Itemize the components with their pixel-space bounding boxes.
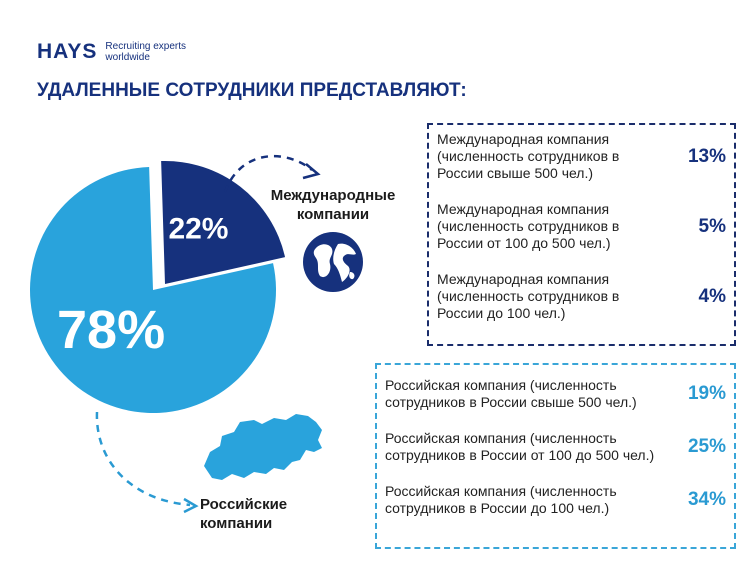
logo-tagline: Recruiting experts worldwide — [105, 41, 186, 63]
breakdown-category: Международная компания (численность сотр… — [437, 131, 620, 181]
breakdown-value: 5% — [698, 215, 726, 237]
ru-group-label: Российские компании — [200, 495, 318, 533]
breakdown-category: Российская компания (численность сотрудн… — [385, 483, 617, 516]
pie-data-label: 78% — [57, 300, 165, 360]
breakdown-category: Международная компания (численность сотр… — [437, 201, 620, 251]
breakdown-value: 4% — [698, 285, 726, 307]
hays-logo: HAYS Recruiting experts worldwide — [37, 40, 186, 64]
pie-slices — [29, 161, 286, 413]
ru-label-line-2: компании — [200, 515, 273, 532]
page-title: УДАЛЕННЫЕ СОТРУДНИКИ ПРЕДСТАВЛЯЮТ: — [37, 80, 467, 101]
breakdown-value: 13% — [687, 145, 726, 167]
breakdown-category: Международная компания (численность сотр… — [437, 271, 620, 321]
breakdown-row: Российская компания (численность сотрудн… — [385, 377, 726, 411]
dashed-arrow-icon — [95, 411, 199, 514]
intl-label-line-2: компании — [296, 206, 370, 223]
ru-breakdown-box: Российская компания (численность сотрудн… — [375, 363, 736, 549]
logo-tagline-line-1: Recruiting experts — [105, 41, 187, 52]
breakdown-row: Международная компания (численность сотр… — [437, 201, 726, 252]
breakdown-category: Российская компания (численность сотрудн… — [385, 430, 655, 463]
intl-label-line-1: Международные — [270, 187, 396, 204]
russia-map-icon — [204, 414, 322, 480]
breakdown-row: Международная компания (численность сотр… — [437, 271, 726, 322]
breakdown-value: 19% — [687, 383, 726, 404]
pie-data-label: 22% — [168, 212, 228, 245]
globe-icon — [303, 232, 363, 292]
dashed-arrow-icon — [223, 154, 321, 193]
logo-tagline-line-2: worldwide — [105, 52, 150, 63]
breakdown-value: 25% — [687, 436, 726, 457]
breakdown-row: Российская компания (численность сотрудн… — [385, 430, 726, 464]
pie-slice-international — [161, 161, 286, 284]
pie-slice-russian — [29, 167, 276, 413]
breakdown-row: Российская компания (численность сотрудн… — [385, 483, 726, 517]
breakdown-category: Российская компания (численность сотрудн… — [385, 377, 637, 410]
intl-group-label: Международные компании — [258, 186, 408, 224]
breakdown-value: 34% — [687, 489, 726, 510]
ru-label-line-1: Российские — [200, 496, 288, 513]
pie-labels: 22% 78% — [57, 212, 228, 360]
logo-word: HAYS — [37, 40, 98, 63]
breakdown-row: Международная компания (численность сотр… — [437, 131, 726, 182]
intl-breakdown-box: Международная компания (численность сотр… — [427, 123, 736, 346]
